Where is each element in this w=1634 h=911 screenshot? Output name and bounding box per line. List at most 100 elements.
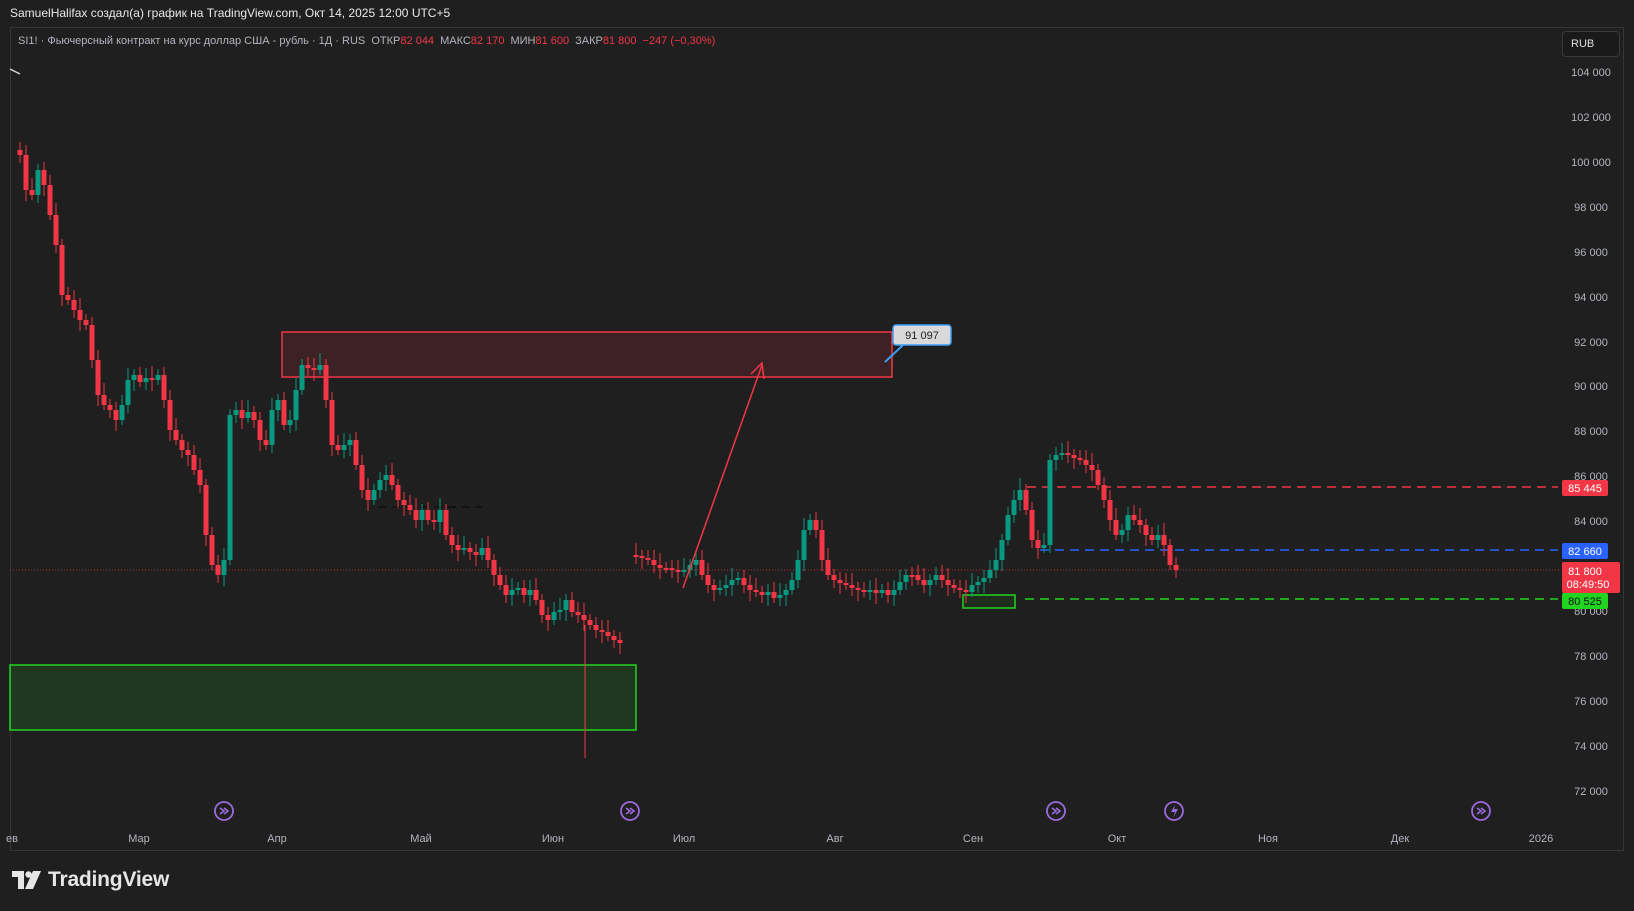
- candle-body: [263, 440, 269, 445]
- candle-body: [951, 585, 957, 588]
- tradingview-logo[interactable]: TradingView: [12, 867, 169, 893]
- candle-body: [1137, 520, 1143, 525]
- tradingview-logo-icon: [12, 871, 41, 889]
- price-tick-label: 96 000: [1574, 247, 1608, 259]
- candle-body: [753, 590, 759, 592]
- candle-body: [455, 545, 461, 550]
- candle-body: [885, 590, 891, 595]
- candle-body: [963, 590, 969, 592]
- price-tick-label: 100 000: [1571, 157, 1611, 169]
- dividend-arrow-icon[interactable]: [214, 801, 234, 821]
- demand-zone[interactable]: [9, 664, 637, 731]
- candle-body: [509, 590, 515, 595]
- candle-body: [903, 575, 909, 582]
- candle-body: [933, 575, 939, 580]
- candle-body: [711, 585, 717, 590]
- candle-body: [425, 510, 431, 520]
- change-value: −247 (−0,30%): [642, 35, 716, 47]
- open-label: ОТКР: [371, 35, 401, 47]
- candle-body: [1065, 453, 1071, 455]
- candle-body: [1143, 525, 1149, 535]
- candle-body: [233, 410, 239, 415]
- candle-body: [197, 470, 203, 485]
- dividend-arrow-icon[interactable]: [620, 801, 640, 821]
- time-tick-label: Май: [410, 833, 432, 845]
- candle-body: [137, 375, 143, 382]
- chart-caption: SamuelHalifax создал(а) график на Tradin…: [10, 6, 451, 20]
- candle-body: [825, 560, 831, 575]
- supply-zone[interactable]: [281, 331, 893, 378]
- candle-body: [293, 390, 299, 420]
- candle-body: [813, 520, 819, 530]
- candle-body: [723, 585, 729, 588]
- candle-body: [125, 380, 131, 405]
- candle-body: [83, 320, 89, 325]
- candle-body: [299, 365, 305, 390]
- time-tick-label: Дек: [1391, 833, 1410, 845]
- candle-body: [437, 510, 443, 522]
- candle-body: [717, 588, 723, 590]
- candle-body: [95, 360, 101, 395]
- candle-body: [747, 585, 753, 590]
- candle-body: [657, 565, 663, 568]
- candle-body: [191, 455, 197, 470]
- candle-body: [317, 365, 323, 370]
- target-callout[interactable]: 91 097: [884, 324, 952, 363]
- candle-body: [765, 592, 771, 595]
- candle-body: [41, 170, 47, 185]
- candle-body: [251, 412, 257, 420]
- symbol-legend[interactable]: SI1! · Фьючерсный контракт на курс долла…: [18, 35, 721, 47]
- candle-body: [29, 190, 35, 195]
- candle-body: [389, 475, 395, 485]
- candle-body: [1125, 515, 1131, 530]
- candle-body: [407, 505, 413, 510]
- candle-body: [527, 590, 533, 595]
- candle-body: [843, 583, 849, 585]
- candle-body: [155, 375, 161, 380]
- time-axis[interactable]: ев Мар Апр Май Июн Июл Авг Сен Окт Ноя Дек 2026: [6, 833, 1553, 845]
- candle-body: [347, 440, 353, 445]
- candle-body: [215, 565, 221, 575]
- svg-text:85 445: 85 445: [1568, 483, 1602, 495]
- small-demand-zone[interactable]: [962, 594, 1016, 609]
- candle-body: [1035, 540, 1041, 548]
- candle-body: [617, 640, 623, 643]
- candle-body: [789, 580, 795, 590]
- currency-button[interactable]: RUB: [1562, 31, 1620, 57]
- candle-body: [1023, 490, 1029, 510]
- candle-body: [1095, 470, 1101, 485]
- chart-pane[interactable]: [10, 27, 1624, 851]
- candle-body: [515, 588, 521, 590]
- candle-body: [551, 612, 557, 620]
- candle-body: [173, 430, 179, 440]
- candle-body: [305, 365, 311, 368]
- candle-body: [185, 450, 191, 455]
- event-icons[interactable]: [214, 801, 1491, 821]
- candle-body: [59, 245, 65, 295]
- price-axis[interactable]: 104 000 102 000 100 000 98 000 96 000 94 000 9…: [1571, 67, 1611, 798]
- candle-body: [473, 552, 479, 555]
- open-value: 82 044: [400, 35, 435, 47]
- dividend-arrow-icon[interactable]: [1046, 801, 1066, 821]
- candle-body: [443, 510, 449, 535]
- candle-body: [239, 410, 245, 418]
- candle-body: [957, 588, 963, 590]
- dividend-arrow-icon[interactable]: [1471, 801, 1491, 821]
- candle-body: [1005, 515, 1011, 540]
- price-tick-label: 104 000: [1571, 67, 1611, 79]
- candle-body: [1083, 460, 1089, 465]
- projection-arrow[interactable]: [682, 361, 765, 589]
- candle-body: [939, 575, 945, 580]
- candle-body: [587, 620, 593, 625]
- candle-body: [861, 590, 867, 592]
- price-tick-label: 74 000: [1574, 741, 1608, 753]
- lightning-icon[interactable]: [1164, 801, 1184, 821]
- candles: [9, 68, 1179, 758]
- svg-text:82 660: 82 660: [1568, 546, 1602, 558]
- candle-body: [383, 475, 389, 480]
- candle-body: [1149, 535, 1155, 540]
- candle-body: [545, 615, 551, 620]
- candle-body: [1167, 545, 1173, 565]
- candle-body: [269, 410, 275, 445]
